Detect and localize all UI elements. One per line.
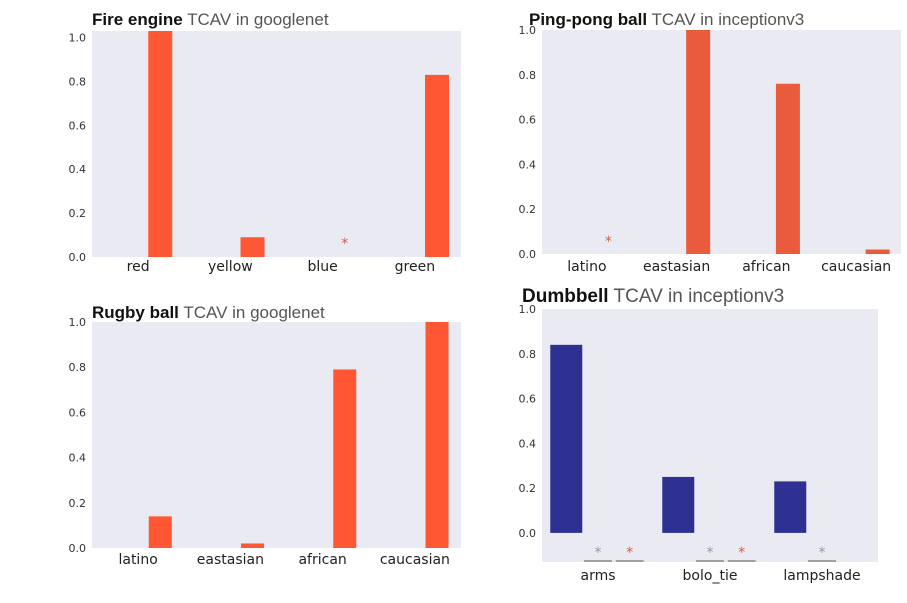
plot-area	[542, 309, 878, 562]
y-tick-label: 0.4	[69, 163, 87, 176]
y-tick-label: 0.0	[519, 248, 537, 261]
chart-panel-rugby-ball: Rugby ball TCAV in googlenet 0.0 0.2 0.4 0.…	[0, 300, 461, 603]
chart-title-suffix: TCAV in googlenet	[187, 10, 329, 29]
y-tick-label: 0.4	[519, 437, 537, 450]
x-tick-label: eastasian	[197, 552, 264, 568]
chart-title-suffix: TCAV in inceptionv3	[651, 10, 805, 29]
chart-panel-dumbbell: Dumbbell TCAV in inceptionv3 0.0 0.2 0.4 0.…	[453, 287, 907, 603]
y-tick-label: 0.2	[69, 497, 87, 510]
x-tick-label: yellow	[208, 259, 253, 275]
y-tick-label: 0.6	[69, 119, 87, 132]
y-tick-label: 0.0	[69, 542, 87, 555]
chart-title-bold: Ping-pong ball	[529, 10, 648, 29]
x-tick-label: bolo_tie	[683, 568, 738, 584]
y-tick-label: 0.0	[69, 251, 87, 264]
x-tick-label: caucasian	[380, 552, 450, 568]
chart-title-bold: Fire engine	[92, 10, 183, 29]
chart-title-suffix: TCAV in inceptionv3	[613, 286, 785, 307]
bar	[686, 30, 711, 254]
chart-panel-fire-engine: Fire engine TCAV in googlenet 0.0 0.2 0.4 0…	[0, 0, 461, 300]
y-tick-label: 0.8	[519, 69, 537, 82]
y-tick-label: 1.0	[69, 316, 87, 329]
chart-title-bold: Rugby ball	[92, 303, 179, 322]
x-tick-label: green	[395, 259, 435, 275]
x-tick-label: eastasian	[643, 259, 710, 275]
chart-svg-rugby-ball: 0.0 0.2 0.4 0.6 0.8 1.0 latino eastasian african…	[69, 316, 461, 568]
bar	[425, 74, 450, 258]
bar	[774, 481, 807, 533]
chart-title: Ping-pong ball TCAV in inceptionv3	[529, 10, 804, 30]
y-tick-label: 0.4	[69, 452, 87, 465]
significance-star: *	[341, 236, 348, 252]
significance-star: *	[626, 545, 633, 561]
bar	[550, 344, 583, 533]
y-tick-label: 0.2	[519, 482, 537, 495]
significance-star: *	[707, 545, 714, 561]
x-tick-label: blue	[307, 259, 337, 275]
y-tick-label: 0.2	[69, 207, 87, 220]
y-tick-label: 0.0	[519, 527, 537, 540]
plot-area	[542, 30, 901, 254]
y-tick-label: 0.8	[519, 348, 537, 361]
x-tick-label: latino	[567, 259, 606, 275]
bar	[333, 369, 357, 548]
y-tick-label: 0.4	[519, 158, 537, 171]
bar	[148, 516, 172, 548]
y-tick-label: 0.8	[69, 361, 87, 374]
bar	[662, 476, 695, 533]
chart-title: Fire engine TCAV in googlenet	[92, 10, 329, 30]
bar	[240, 237, 265, 257]
bar	[775, 83, 800, 254]
x-tick-label: latino	[118, 552, 157, 568]
x-tick-label: lampshade	[783, 568, 860, 584]
y-tick-label: 1.0	[519, 303, 537, 316]
y-tick-label: 1.0	[69, 32, 87, 45]
significance-star: *	[738, 545, 745, 561]
significance-star: *	[819, 545, 826, 561]
y-tick-label: 0.6	[69, 406, 87, 419]
chart-title: Dumbbell TCAV in inceptionv3	[522, 287, 784, 307]
bar	[425, 322, 449, 548]
bar	[148, 31, 173, 257]
y-tick-label: 0.2	[519, 203, 537, 216]
significance-star: *	[605, 234, 612, 250]
y-tick-label: 1.0	[519, 24, 537, 37]
x-tick-label: african	[742, 259, 790, 275]
x-tick-label: arms	[580, 568, 615, 584]
bar	[241, 543, 265, 548]
chart-svg-fire-engine: 0.0 0.2 0.4 0.6 0.8 1.0 red yellow blue green *	[69, 31, 461, 275]
y-tick-label: 0.6	[519, 393, 537, 406]
chart-svg-dumbbell: 0.0 0.2 0.4 0.6 0.8 1.0 arms bolo_tie lampshade *…	[519, 303, 878, 584]
y-tick-label: 0.8	[69, 75, 87, 88]
bar	[865, 249, 890, 254]
x-tick-label: african	[298, 552, 346, 568]
chart-title-bold: Dumbbell	[522, 286, 609, 307]
significance-star: *	[595, 545, 602, 561]
plot-area	[92, 322, 461, 548]
plot-area	[92, 31, 461, 257]
y-tick-label: 0.6	[519, 114, 537, 127]
chart-title-suffix: TCAV in googlenet	[183, 303, 325, 322]
chart-svg-ping-pong-ball: 0.0 0.2 0.4 0.6 0.8 1.0 latino eastasian african…	[519, 24, 901, 275]
x-tick-label: caucasian	[821, 259, 891, 275]
chart-panel-ping-pong-ball: Ping-pong ball TCAV in inceptionv3 0.0 0.…	[453, 0, 907, 300]
chart-title: Rugby ball TCAV in googlenet	[92, 303, 325, 323]
x-tick-label: red	[127, 259, 150, 275]
